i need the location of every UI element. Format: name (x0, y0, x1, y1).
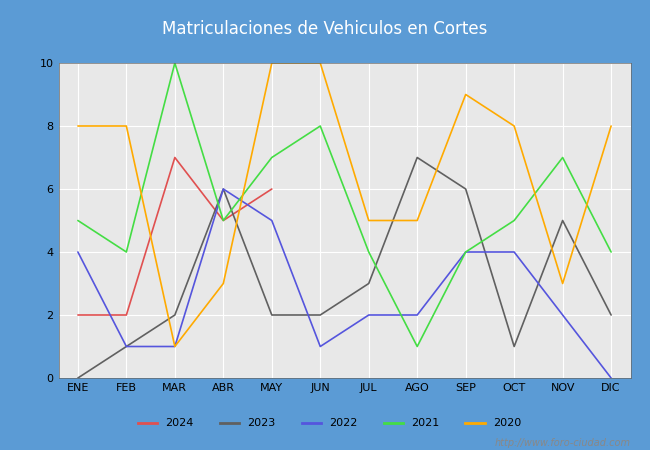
2024 (220, 218, 228, 223)
2023 (413, 155, 421, 160)
2023 (122, 344, 130, 349)
Line: 2021: 2021 (78, 63, 611, 346)
2021 (122, 249, 130, 255)
2020 (462, 92, 469, 97)
2023 (365, 281, 372, 286)
2020 (559, 281, 567, 286)
2022 (74, 249, 82, 255)
Text: Matriculaciones de Vehiculos en Cortes: Matriculaciones de Vehiculos en Cortes (162, 20, 488, 38)
2021 (268, 155, 276, 160)
2022 (365, 312, 372, 318)
2021 (365, 249, 372, 255)
2020 (171, 344, 179, 349)
2023 (268, 312, 276, 318)
2023 (171, 312, 179, 318)
2022 (510, 249, 518, 255)
2023 (74, 375, 82, 381)
2021 (171, 60, 179, 66)
2023 (607, 312, 615, 318)
2021 (74, 218, 82, 223)
2020 (74, 123, 82, 129)
2021 (413, 344, 421, 349)
2022 (413, 312, 421, 318)
2024 (74, 312, 82, 318)
2024 (171, 155, 179, 160)
2024 (122, 312, 130, 318)
2022 (559, 312, 567, 318)
Line: 2022: 2022 (78, 189, 611, 378)
Text: 2020: 2020 (493, 418, 521, 428)
2023 (317, 312, 324, 318)
2022 (122, 344, 130, 349)
Text: 2022: 2022 (329, 418, 358, 428)
2020 (317, 60, 324, 66)
2023 (220, 186, 228, 192)
Text: http://www.foro-ciudad.com: http://www.foro-ciudad.com (495, 438, 630, 448)
2024 (268, 186, 276, 192)
2022 (220, 186, 228, 192)
Line: 2020: 2020 (78, 63, 611, 346)
2020 (510, 123, 518, 129)
2022 (462, 249, 469, 255)
2022 (171, 344, 179, 349)
2021 (220, 218, 228, 223)
2021 (462, 249, 469, 255)
2021 (607, 249, 615, 255)
2020 (122, 123, 130, 129)
2021 (559, 155, 567, 160)
2023 (462, 186, 469, 192)
2020 (220, 281, 228, 286)
Line: 2023: 2023 (78, 158, 611, 378)
2022 (317, 344, 324, 349)
Text: 2021: 2021 (411, 418, 439, 428)
2020 (413, 218, 421, 223)
2022 (268, 218, 276, 223)
2022 (607, 375, 615, 381)
2020 (268, 60, 276, 66)
2023 (510, 344, 518, 349)
Text: 2024: 2024 (165, 418, 194, 428)
Line: 2024: 2024 (78, 158, 272, 315)
2020 (365, 218, 372, 223)
2021 (317, 123, 324, 129)
2023 (559, 218, 567, 223)
2021 (510, 218, 518, 223)
2020 (607, 123, 615, 129)
Text: 2023: 2023 (247, 418, 275, 428)
